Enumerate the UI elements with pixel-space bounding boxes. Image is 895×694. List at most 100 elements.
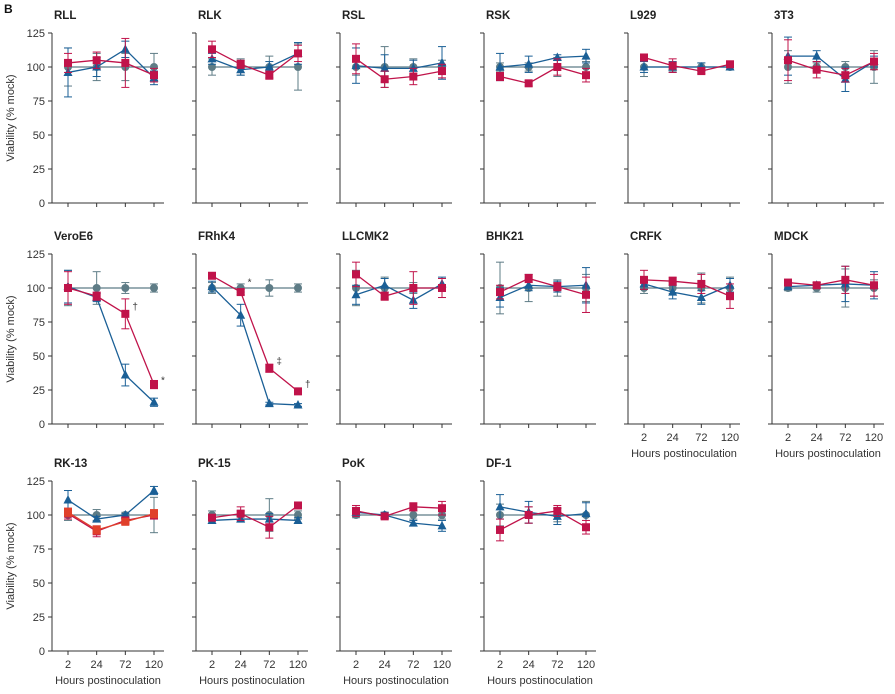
series-square (352, 261, 446, 305)
panel-title: RLL (54, 10, 76, 22)
data-point-square (812, 65, 821, 74)
series-line (643, 279, 731, 297)
panel-title: MDCK (774, 231, 809, 243)
data-point-square (150, 71, 158, 80)
data-point-square (726, 292, 734, 301)
data-point-circle (294, 284, 302, 292)
data-point-circle (294, 63, 302, 71)
data-point-triangle (120, 370, 130, 379)
series-circle (640, 272, 734, 304)
data-point-square (150, 380, 158, 389)
data-point-square (92, 525, 101, 534)
y-tick-label: 125 (27, 249, 45, 261)
data-point-square (496, 525, 504, 534)
x-tick-label: 2 (209, 659, 215, 671)
series-circle (64, 269, 158, 307)
data-point-square (496, 72, 504, 81)
series-square (64, 271, 158, 390)
panel-title: PK-15 (198, 458, 231, 470)
series-triangle (207, 280, 303, 409)
x-tick-label: 120 (865, 432, 883, 444)
chart-panel-llcmk2: LLCMK2 (336, 231, 452, 428)
data-point-triangle (380, 63, 390, 72)
series-line (211, 504, 299, 528)
data-point-square (236, 509, 245, 518)
data-point-triangle (236, 64, 246, 74)
data-point-triangle (149, 485, 159, 495)
data-point-square (236, 60, 245, 69)
series-square (64, 507, 158, 538)
series-circle (208, 498, 302, 532)
data-point-square (265, 364, 274, 373)
series-line (499, 277, 587, 296)
data-point-square (294, 387, 302, 396)
y-tick-label: 25 (33, 385, 45, 397)
panel-title: VeroE6 (54, 231, 93, 243)
data-point-square (409, 284, 418, 292)
data-point-triangle (495, 62, 505, 71)
series-triangle (495, 494, 591, 526)
data-point-triangle (581, 508, 591, 518)
series-square (64, 37, 158, 88)
panel-title: DF-1 (486, 458, 512, 470)
data-point-triangle (408, 518, 418, 527)
x-tick-label: 24 (379, 659, 391, 671)
x-axis-label: Hours postinoculation (343, 675, 449, 687)
chart-panel-pk-15: PK-15 2 24 72 120 Hours postinoculation (192, 458, 308, 687)
series-line (787, 279, 875, 286)
series-square (640, 269, 734, 309)
series-line (499, 284, 587, 299)
data-point-square (380, 512, 389, 521)
data-point-triangle (120, 510, 130, 519)
data-point-circle (208, 63, 216, 71)
series-line (355, 283, 443, 301)
series-line (355, 506, 443, 518)
series-triangle (63, 40, 159, 98)
chart-panel-df-1: DF-1 2 24 72 120 Hours postinoculation (480, 458, 596, 687)
data-point-triangle (351, 289, 361, 299)
series-line (67, 513, 155, 533)
data-point-square (438, 284, 446, 292)
data-point-triangle (236, 310, 246, 319)
data-point-triangle (812, 51, 822, 60)
significance-mark: * (161, 375, 165, 386)
x-tick-label: 72 (119, 659, 131, 671)
y-tick-label: 25 (33, 164, 45, 176)
data-point-square (121, 58, 130, 67)
data-point-square (524, 274, 533, 283)
data-point-square (294, 49, 302, 58)
data-point-square (64, 58, 72, 67)
data-point-square (553, 506, 562, 515)
data-point-circle (265, 284, 274, 292)
chart-panel-l929: L929 (624, 10, 740, 207)
series-line (67, 48, 155, 79)
chart-panel-bhk21: BHK21 (480, 231, 596, 428)
data-point-triangle (380, 280, 390, 289)
data-point-circle (409, 511, 418, 519)
y-axis-label: Viability (% mock) (5, 74, 17, 161)
series-square (352, 43, 446, 88)
chart-panel-rk-13: RK-13 0 25 50 75 100 125 Viability (% mock) 2 24 7… (5, 458, 164, 687)
series-triangle (351, 507, 447, 532)
series-square (496, 273, 590, 313)
series-line (643, 56, 731, 72)
significance-mark: * (248, 278, 252, 289)
chart-panel-rll: RLL 0 25 50 75 100 125 Viability (% mock) (5, 10, 164, 210)
y-tick-label: 0 (39, 419, 45, 431)
x-tick-label: 72 (263, 659, 275, 671)
x-tick-label: 24 (811, 432, 823, 444)
data-point-square (582, 523, 590, 532)
series-line (499, 510, 587, 531)
data-point-square (841, 71, 850, 80)
data-point-triangle (639, 62, 649, 71)
data-point-triangle (63, 495, 73, 504)
significance-mark: ‡ (276, 356, 282, 367)
series-square (640, 53, 734, 76)
data-point-triangle (524, 59, 534, 68)
series-line (355, 58, 443, 80)
data-point-square (64, 508, 72, 517)
x-tick-label: 2 (641, 432, 647, 444)
figure-label: B (4, 2, 13, 16)
series-circle (64, 496, 158, 534)
data-point-square (640, 53, 648, 62)
